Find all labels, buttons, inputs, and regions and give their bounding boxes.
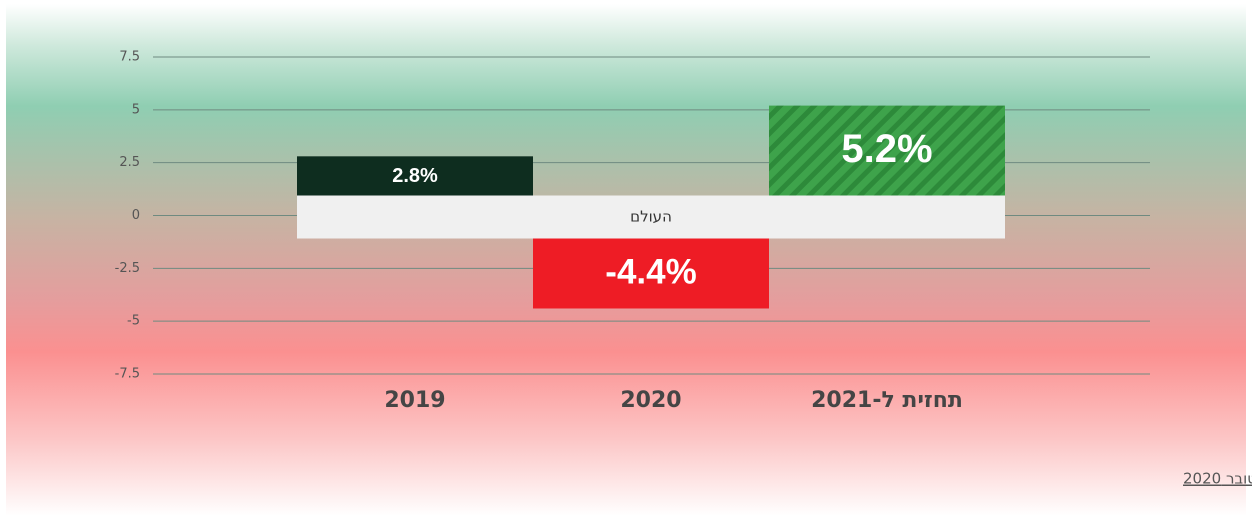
- value-label: 5.2%: [841, 127, 932, 171]
- value-label: -4.4%: [605, 253, 696, 292]
- series-band: [297, 195, 1005, 239]
- x-tick-label: 2019: [384, 388, 445, 413]
- series-label: העולם: [630, 208, 672, 226]
- y-tick-label: 7.5: [119, 50, 140, 65]
- y-tick-label: 0: [132, 208, 140, 223]
- x-tick-label: 2020: [620, 388, 681, 413]
- y-tick-label: 2.5: [119, 155, 140, 170]
- source-note: מבוסס על נתוני קרן המטבע העולמית, נכון ל…: [1183, 470, 1252, 488]
- y-tick-label: -2.5: [115, 261, 140, 276]
- x-tick-label: תחזית ל-2021: [811, 388, 963, 413]
- y-tick-label: -7.5: [115, 367, 140, 382]
- value-label: 2.8%: [392, 165, 438, 187]
- y-tick-label: 5: [132, 102, 140, 117]
- y-tick-label: -5: [127, 314, 140, 329]
